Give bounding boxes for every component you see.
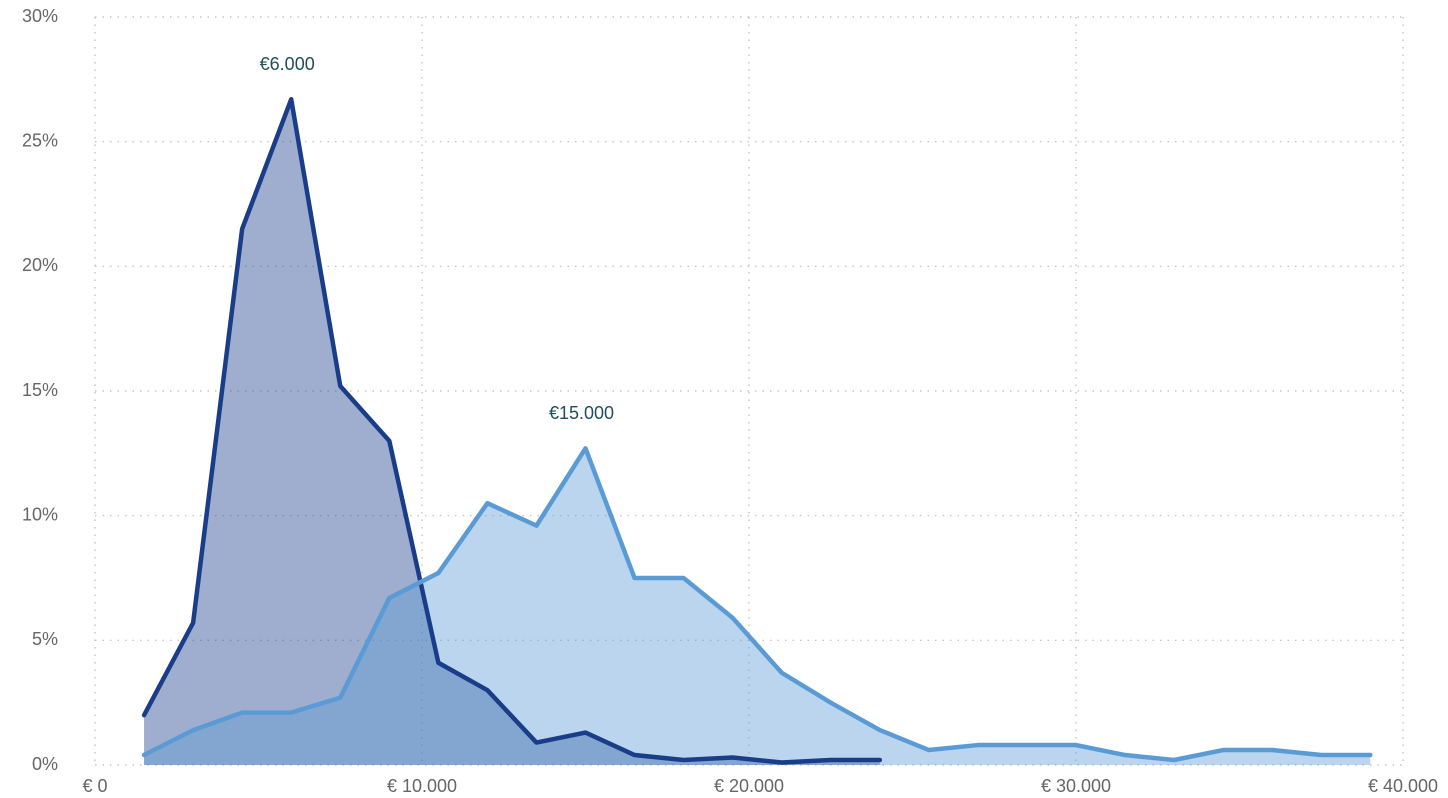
annotation: €6.000: [260, 54, 315, 74]
y-tick-label: 30%: [22, 6, 58, 26]
y-tick-label: 15%: [22, 380, 58, 400]
y-tick-label: 5%: [32, 629, 58, 649]
x-tick-label: € 40.000: [1368, 776, 1438, 796]
x-tick-label: € 30.000: [1041, 776, 1111, 796]
y-tick-label: 25%: [22, 130, 58, 150]
x-tick-label: € 0: [82, 776, 107, 796]
x-tick-label: € 10.000: [387, 776, 457, 796]
line: [141, 446, 1373, 763]
line: [141, 97, 883, 765]
area: [144, 448, 1371, 765]
area: [144, 99, 880, 765]
x-tick-label: € 20.000: [714, 776, 784, 796]
y-tick-label: 20%: [22, 255, 58, 275]
y-tick-label: 10%: [22, 504, 58, 524]
annotation: €15.000: [549, 403, 614, 423]
y-tick-label: 0%: [32, 754, 58, 774]
